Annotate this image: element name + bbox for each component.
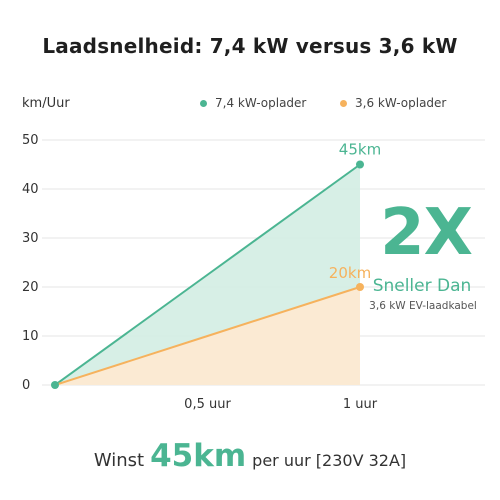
y-tick-label-0: 0 [22, 378, 30, 393]
y-axis-label: km/Uur [22, 96, 70, 111]
footer-prefix: Winst [93, 450, 145, 471]
legend-label-36kw: 3,6 kW-oplader [355, 96, 447, 110]
legend-item-36kw: 3,6 kW-oplader [340, 96, 446, 110]
y-tick-label-50: 50 [22, 133, 39, 148]
legend-dot-green [200, 99, 207, 107]
chart-title: Laadsnelheid: 7,4 kW versus 3,6 kW [42, 34, 458, 58]
y-tick-label-10: 10 [22, 329, 39, 344]
legend-item-74kw: 7,4 kW-oplader [200, 96, 306, 110]
footer-suffix: per uur [230V 32A] [252, 451, 407, 470]
point-74kw-end [356, 160, 364, 169]
footer-summary: Winst 45km per uur [230V 32A] [0, 438, 500, 474]
legend-dot-orange [340, 99, 347, 107]
legend-label-74kw: 7,4 kW-oplader [215, 96, 307, 110]
callout-multiplier: 2X [380, 196, 473, 270]
callout-line1: Sneller Dan [372, 276, 472, 296]
point-origin [51, 381, 59, 389]
x-tick-label-1: 1 uur [343, 397, 378, 412]
line-74kw [54, 163, 361, 386]
line-36kw [54, 286, 361, 386]
data-label-74kw: 45km [339, 141, 381, 159]
point-36kw-end [356, 283, 364, 291]
footer-highlight: 45km [150, 438, 247, 474]
data-label-36kw: 20km [329, 264, 371, 282]
callout-line2: 3,6 kW EV-laadkabel [369, 300, 477, 312]
y-tick-label-30: 30 [22, 231, 39, 246]
x-tick-label-0: 0,5 uur [184, 397, 231, 412]
y-tick-label-40: 40 [22, 182, 39, 197]
y-tick-label-20: 20 [22, 280, 39, 295]
